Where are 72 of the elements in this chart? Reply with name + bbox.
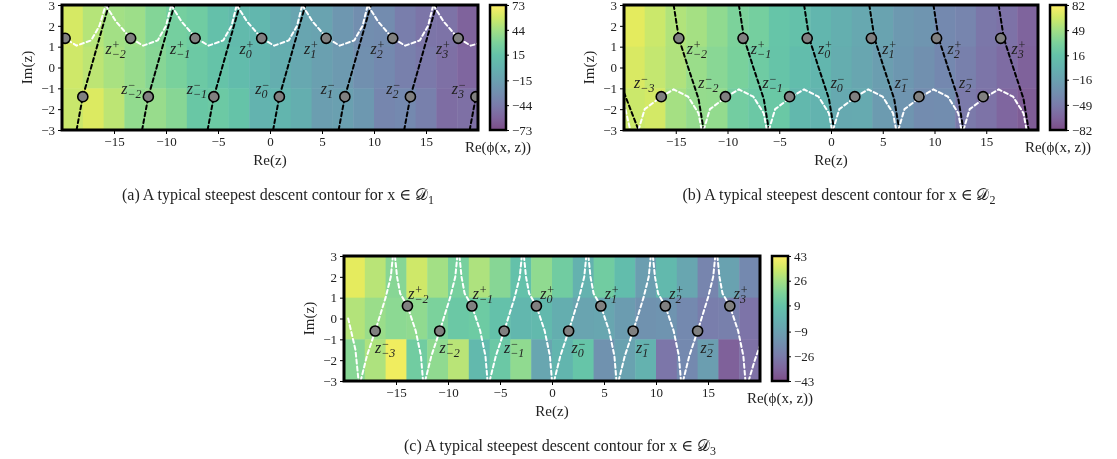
y-tick-label: −3 — [323, 373, 337, 389]
x-axis-title: Re(z) — [814, 152, 848, 169]
y-tick-label: 0 — [48, 60, 55, 76]
color-bar-label: 44 — [512, 22, 526, 38]
x-tick-label: −5 — [772, 134, 787, 150]
color-bar-label: 26 — [794, 273, 808, 289]
x-tick-label: 5 — [601, 385, 608, 401]
x-tick-label: −15 — [386, 385, 407, 401]
color-bar-label: 43 — [794, 248, 807, 264]
color-bar-label: −26 — [794, 348, 815, 364]
y-tick-label: −3 — [41, 122, 55, 138]
color-bar-label: −82 — [1072, 122, 1093, 138]
y-tick-label: 0 — [610, 60, 617, 76]
y-axis-title: Im(z) — [301, 301, 318, 336]
x-tick-label: 10 — [368, 134, 381, 150]
y-tick-label: −2 — [603, 101, 617, 117]
y-tick-label: 1 — [48, 39, 55, 55]
x-tick-label: 10 — [928, 134, 942, 150]
y-tick-label: 2 — [48, 18, 55, 34]
color-bar-title: Re(ϕ(x, z)) — [1024, 139, 1092, 156]
x-tick-label: 5 — [880, 134, 887, 150]
color-bar-label: 73 — [512, 0, 525, 13]
y-tick-label: −1 — [323, 331, 337, 347]
x-tick-label: −15 — [666, 134, 687, 150]
x-tick-label: −5 — [211, 134, 226, 150]
y-axis-title: Im(z) — [19, 50, 36, 85]
color-bar-label: −49 — [1072, 97, 1093, 113]
x-tick-label: 5 — [319, 134, 326, 150]
color-bar-label: 16 — [1072, 47, 1086, 63]
color-bar-label: 15 — [512, 47, 525, 63]
color-bar-label: 49 — [1072, 22, 1085, 38]
y-tick-label: 3 — [48, 0, 55, 13]
y-tick-label: 1 — [330, 290, 337, 306]
color-bar-label: −15 — [512, 73, 533, 88]
x-tick-label: 0 — [828, 134, 835, 150]
color-bar-label: 82 — [1072, 0, 1085, 13]
x-tick-label: −10 — [717, 134, 739, 150]
y-tick-label: −1 — [41, 80, 55, 96]
text: (a) A typical steepest descent contour for x ∈ 𝒟$_{1}$ — [121, 186, 435, 207]
y-tick-label: 3 — [330, 248, 337, 264]
x-tick-label: 15 — [980, 134, 994, 150]
y-tick-label: −1 — [603, 80, 617, 96]
y-tick-label: −3 — [603, 122, 617, 138]
x-tick-label: 0 — [267, 134, 274, 150]
y-tick-label: 3 — [610, 0, 617, 13]
y-tick-label: −2 — [323, 352, 337, 368]
x-tick-label: −5 — [493, 385, 508, 401]
color-bar-title: Re(ϕ(x, z)) — [746, 390, 814, 407]
color-bar-label: 9 — [794, 298, 801, 314]
y-tick-label: 1 — [610, 39, 617, 55]
color-bar-label: −73 — [512, 122, 533, 138]
x-tick-label: −10 — [438, 385, 459, 401]
text: (b) A typical steepest descent contour for x ∈ 𝒟$_{2}$ — [682, 186, 996, 207]
y-tick-label: 0 — [330, 311, 337, 327]
x-axis-title: Re(z) — [535, 403, 569, 420]
x-tick-label: 15 — [420, 134, 433, 150]
y-tick-label: −2 — [41, 101, 55, 117]
color-bar-label: −44 — [512, 97, 533, 113]
y-axis-title: Im(z) — [581, 50, 598, 85]
y-tick-label: 2 — [610, 18, 617, 34]
color-bar-label: −9 — [794, 324, 808, 340]
color-bar-label: −43 — [794, 373, 815, 389]
x-tick-label: −15 — [104, 134, 125, 150]
x-tick-label: 10 — [650, 385, 663, 401]
x-tick-label: 15 — [702, 385, 715, 401]
color-bar-label: −16 — [1072, 72, 1093, 88]
color-bar-title: Re(ϕ(x, z)) — [464, 139, 532, 156]
y-tick-label: 2 — [330, 269, 337, 285]
x-axis-title: Re(z) — [253, 152, 287, 169]
x-tick-label: 0 — [549, 385, 556, 401]
text: (c) A typical steepest descent contour for x ∈ 𝒟$_{3}$ — [403, 437, 717, 458]
x-tick-label: −10 — [156, 134, 177, 150]
